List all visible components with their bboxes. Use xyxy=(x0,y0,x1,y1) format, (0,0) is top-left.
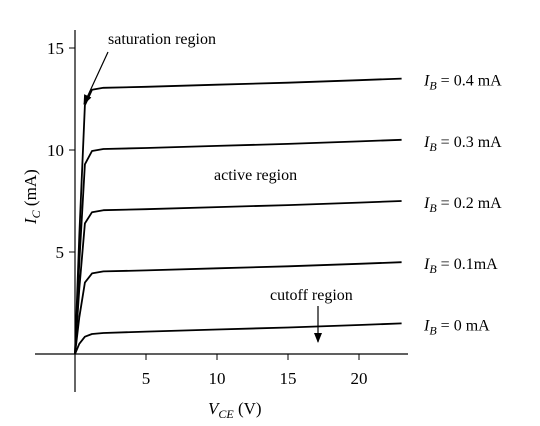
curve-label-sub: B xyxy=(429,262,437,276)
ic-curve-1 xyxy=(74,261,402,355)
annotation-saturation-region: saturation region xyxy=(108,31,216,48)
curve-label-value: = 0.1mA xyxy=(437,256,498,273)
curve-label-4: IB = 0.4 mA xyxy=(423,73,502,93)
curve-label-i: I xyxy=(423,134,430,151)
curve-label-sub: B xyxy=(429,323,437,337)
ic-curve-4 xyxy=(74,77,402,355)
curve-label-0: IB = 0 mA xyxy=(423,317,490,337)
saturation-arrow xyxy=(83,51,109,105)
x-axis-label-sub: CE xyxy=(218,407,234,421)
curve-label-sub: B xyxy=(429,79,437,93)
ticks: 5 10 15 20 5 10 15 VCE (V) IC (mA) xyxy=(21,39,368,421)
y-tick-label: 10 xyxy=(47,141,64,160)
curve-label-i: I xyxy=(423,317,430,334)
x-tick-label: 15 xyxy=(280,369,297,388)
curve-label-sub: B xyxy=(429,140,437,154)
x-tick-label: 10 xyxy=(209,369,226,388)
curve-label-i: I xyxy=(423,256,430,273)
x-tick-label: 5 xyxy=(142,369,151,388)
curve-label-3: IB = 0.3 mA xyxy=(423,134,502,154)
y-tick-label: 5 xyxy=(56,243,65,262)
x-axis-label-main: V xyxy=(208,399,221,418)
ic-curve-0 xyxy=(74,322,402,355)
y-axis-label-unit: (mA) xyxy=(21,169,40,210)
curve-label-i: I xyxy=(423,73,430,90)
curve-label-1: IB = 0.1mA xyxy=(423,256,498,276)
y-tick-label: 15 xyxy=(47,39,64,58)
y-axis-label: IC (mA) xyxy=(21,169,43,225)
curve-label-i: I xyxy=(423,195,430,212)
annotation-cutoff-region: cutoff region xyxy=(270,287,353,304)
annotations: saturation region active region cutoff reg… xyxy=(83,31,353,343)
x-axis-label: VCE (V) xyxy=(208,399,262,421)
x-axis-label-unit: (V) xyxy=(234,399,262,418)
curve-label-value: = 0.4 mA xyxy=(437,73,502,90)
y-axis-label-sub: C xyxy=(29,209,43,218)
curve-label-value: = 0 mA xyxy=(437,317,490,334)
curve-label-value: = 0.3 mA xyxy=(437,134,502,151)
curve-label-value: = 0.2 mA xyxy=(437,195,502,212)
ic-curve-2 xyxy=(74,200,402,355)
curve-label-2: IB = 0.2 mA xyxy=(423,195,502,215)
annotation-active-region: active region xyxy=(214,167,297,184)
ic-curve-3 xyxy=(74,138,402,355)
y-axis-label-main: I xyxy=(21,217,40,225)
curve-label-sub: B xyxy=(429,201,437,215)
curves xyxy=(74,77,402,355)
x-tick-label: 20 xyxy=(351,369,368,388)
